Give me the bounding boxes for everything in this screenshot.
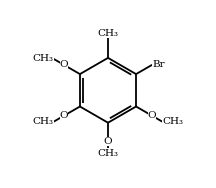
Text: CH₃: CH₃ bbox=[32, 117, 54, 126]
Text: O: O bbox=[60, 111, 68, 120]
Text: Br: Br bbox=[152, 60, 165, 69]
Text: O: O bbox=[104, 137, 112, 146]
Text: CH₃: CH₃ bbox=[97, 149, 119, 158]
Text: O: O bbox=[60, 60, 68, 69]
Text: CH₃: CH₃ bbox=[162, 117, 184, 126]
Text: O: O bbox=[148, 111, 156, 120]
Text: CH₃: CH₃ bbox=[32, 54, 54, 63]
Text: CH₃: CH₃ bbox=[97, 29, 119, 38]
